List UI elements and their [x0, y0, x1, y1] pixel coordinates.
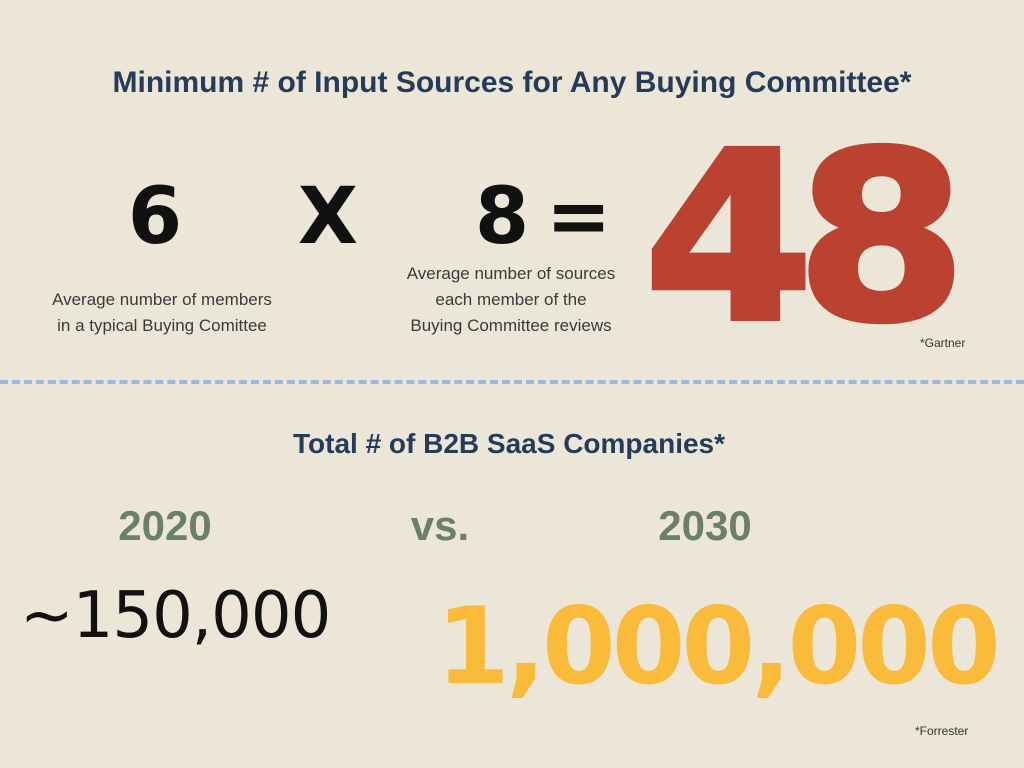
result-value: 48	[641, 103, 970, 373]
gartner-source-note: *Gartner	[920, 336, 966, 350]
factor-b-value: 8	[474, 172, 530, 262]
count-2030-value: 1,000,000	[436, 585, 1001, 708]
multiply-operator: X	[297, 172, 359, 262]
section1-title: Minimum # of Input Sources for Any Buyin…	[112, 66, 912, 99]
year-2020-label: 2020	[118, 502, 212, 549]
section-divider	[0, 380, 1024, 384]
factor-a-value: 6	[127, 172, 183, 262]
year-2030-label: 2030	[658, 502, 752, 549]
factor-b-caption: Average number of sources each member of…	[406, 264, 616, 335]
equals-operator: =	[546, 172, 612, 262]
factor-a-caption: Average number of members in a typical B…	[52, 290, 272, 335]
section2-title: Total # of B2B SaaS Companies*	[292, 428, 726, 459]
count-2020-value: ~150,000	[20, 579, 331, 653]
versus-label: vs.	[410, 502, 470, 549]
forrester-source-note: *Forrester	[915, 724, 969, 738]
